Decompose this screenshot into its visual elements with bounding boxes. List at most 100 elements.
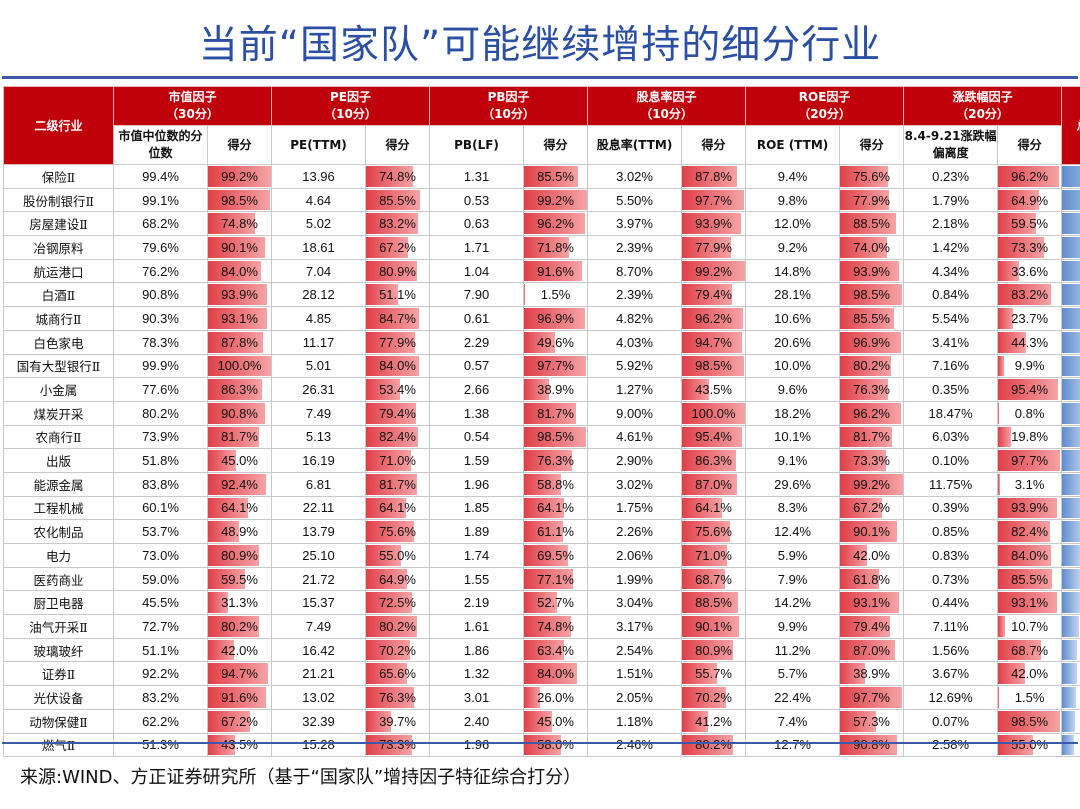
total-score-bar — [1062, 213, 1080, 235]
factor-score-cell: 87.0% — [839, 637, 905, 663]
header-group-name: 市值因子 — [168, 90, 217, 104]
factor-value-cell: 18.61 — [271, 235, 367, 260]
industry-cell: 冶钢原料 — [3, 235, 114, 260]
table-row: 白酒Ⅱ 90.8% 93.9% 28.12 51.1% 7.90 1.5% 2.39% 79.4… — [3, 282, 1080, 308]
factor-value-cell: 9.1% — [745, 448, 841, 473]
factor-score-value: 42.0% — [853, 547, 890, 563]
factor-score-bar — [524, 663, 577, 685]
factor-score-value: 77.9% — [695, 239, 732, 255]
factor-value-cell: 9.00% — [587, 400, 683, 426]
factor-score-cell: 71.0% — [365, 448, 431, 473]
factor-value-cell: 11.2% — [745, 637, 841, 663]
factor-score-cell: 71.0% — [681, 543, 747, 568]
factor-score-value: 75.6% — [379, 524, 416, 540]
factor-value-cell: 6.81 — [271, 471, 367, 497]
factor-score-value: 80.2% — [853, 358, 890, 374]
factor-value-cell: 3.02% — [587, 164, 683, 189]
factor-score-value: 38.9% — [853, 666, 890, 682]
factor-score-bar — [998, 308, 1013, 329]
factor-score-value: 98.5% — [537, 429, 574, 445]
factor-value-cell: 3.01 — [429, 685, 525, 710]
factor-score-value: 80.9% — [695, 642, 732, 658]
factor-score-value: 71.0% — [379, 453, 416, 469]
factor-score-bar — [366, 426, 418, 448]
factor-score-bar — [524, 687, 541, 708]
factor-value-cell: 20.6% — [745, 329, 841, 355]
factor-score-cell: 90.8% — [839, 732, 905, 758]
total-score-bar — [1062, 734, 1075, 756]
industry-cell: 房屋建设Ⅱ — [3, 211, 114, 237]
factor-score-bar — [998, 545, 1051, 566]
header-group-2: PB因子 （10分） — [429, 86, 589, 126]
factor-value-cell: 15.37 — [271, 590, 367, 616]
factor-score-bar — [366, 473, 418, 495]
factor-score-cell: 41.2% — [681, 708, 747, 734]
factor-score-cell: 0.8% — [997, 400, 1063, 426]
factor-score-bar — [840, 521, 897, 542]
factor-score-value: 96.2% — [853, 405, 890, 421]
factor-value-cell: 7.16% — [903, 353, 999, 379]
factor-value-cell: 0.63 — [429, 211, 525, 237]
factor-score-bar — [366, 687, 415, 708]
factor-score-bar — [524, 521, 563, 542]
factor-score-bar — [366, 402, 417, 424]
factor-score-value: 74.8% — [221, 216, 258, 232]
factor-score-value: 74.0% — [853, 239, 890, 255]
factor-score-bar — [682, 710, 708, 732]
factor-score-bar — [208, 402, 266, 424]
factor-score-cell: 84.0% — [206, 258, 273, 284]
factor-score-cell: 73.3% — [839, 448, 905, 473]
factor-score-value: 19.8% — [1011, 429, 1049, 445]
total-score-bar — [1062, 331, 1080, 353]
factor-score-cell: 75.6% — [681, 519, 747, 544]
factor-score-bar — [208, 521, 239, 542]
factor-score-bar — [682, 426, 743, 448]
factor-score-bar — [208, 237, 265, 258]
factor-value-cell: 45.5% — [113, 590, 208, 616]
factor-score-cell: 63.4% — [523, 637, 589, 663]
total-score-bar — [1062, 663, 1077, 685]
factor-score-cell: 64.1% — [365, 495, 431, 521]
factor-score-value: 76.3% — [379, 689, 416, 705]
factor-score-cell: 91.6% — [523, 258, 589, 284]
factor-score-value: 55.0% — [379, 547, 416, 563]
factor-score-cell: 77.9% — [365, 329, 431, 355]
factor-score-bar — [524, 331, 556, 353]
factor-value-cell: 10.0% — [745, 353, 841, 379]
factor-score-cell: 43.5% — [206, 732, 273, 758]
factor-score-cell: 67.2% — [206, 708, 273, 734]
factor-score-cell: 70.2% — [681, 685, 747, 710]
factor-value-cell: 7.49 — [271, 400, 367, 426]
factor-score-cell: 84.7% — [365, 306, 431, 331]
factor-score-value: 93.1% — [853, 595, 890, 611]
factor-score-bar — [682, 355, 745, 377]
factor-value-cell: 18.2% — [745, 400, 841, 426]
factor-value-cell: 3.02% — [587, 471, 683, 497]
factor-score-value: 68.7% — [1011, 642, 1049, 658]
factor-value-cell: 7.04 — [271, 258, 367, 284]
factor-score-value: 61.1% — [537, 524, 574, 540]
factor-score-value: 79.4% — [853, 618, 890, 634]
factor-score-bar — [998, 403, 999, 424]
factor-value-cell: 9.2% — [745, 235, 841, 260]
factor-value-cell: 3.17% — [587, 614, 683, 639]
factor-value-cell: 1.38 — [429, 400, 525, 426]
factor-score-cell: 58.8% — [523, 471, 589, 497]
factor-score-value: 92.4% — [221, 476, 258, 492]
factor-score-cell: 44.3% — [997, 329, 1063, 355]
factor-score-value: 93.9% — [695, 216, 732, 232]
factor-score-bar — [366, 592, 412, 614]
factor-score-value: 90.8% — [853, 737, 890, 753]
factor-score-value: 94.7% — [695, 334, 732, 350]
factor-score-cell: 75.6% — [365, 519, 431, 544]
factor-score-bar — [840, 355, 891, 377]
factor-score-cell: 82.4% — [365, 424, 431, 450]
factor-score-value: 82.4% — [1011, 524, 1049, 540]
total-score-cell: 69.0 — [1061, 543, 1080, 568]
factor-score-cell: 85.5% — [839, 306, 905, 331]
total-score-bar — [1062, 497, 1080, 519]
factor-score-value: 81.7% — [853, 429, 890, 445]
factor-value-cell: 32.39 — [271, 708, 367, 734]
factor-score-cell: 48.9% — [206, 519, 273, 544]
header-group-5: 涨跌幅因子 （20分） — [903, 86, 1063, 126]
